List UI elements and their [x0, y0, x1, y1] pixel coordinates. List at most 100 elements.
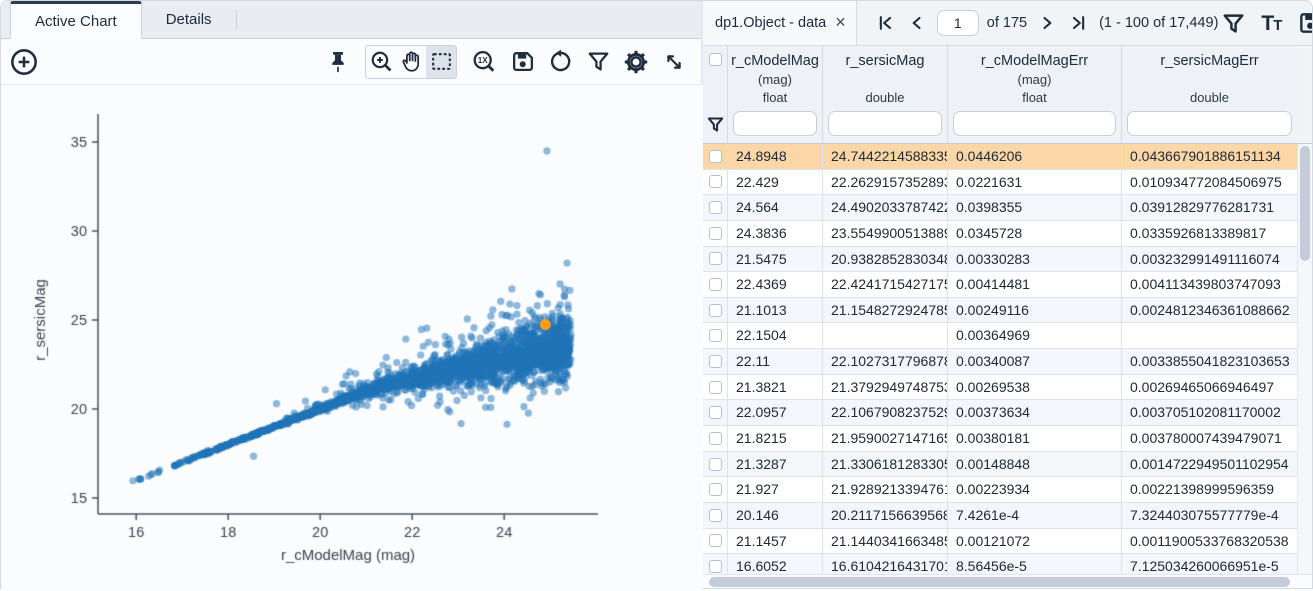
- last-page-icon[interactable]: [1067, 10, 1091, 36]
- chart-mode-group: [365, 44, 457, 79]
- row-checkbox[interactable]: [708, 406, 722, 420]
- row-checkbox-cell: [703, 374, 728, 400]
- chart-settings-gear-icon[interactable]: [621, 46, 651, 78]
- table-cell: 22.102731779687815: [823, 349, 948, 374]
- row-checkbox[interactable]: [708, 483, 722, 497]
- row-checkbox[interactable]: [708, 431, 722, 445]
- close-icon[interactable]: ×: [835, 12, 846, 32]
- pan-hand-icon[interactable]: [396, 46, 426, 78]
- save-chart-icon[interactable]: [507, 46, 537, 78]
- restore-zoom-icon[interactable]: [545, 46, 575, 78]
- tab-details[interactable]: Details: [142, 1, 236, 38]
- next-page-icon[interactable]: [1035, 10, 1059, 36]
- table-row[interactable]: 21.1457 21.14403416634852 0.00121072 0.0011…: [703, 528, 1297, 555]
- row-checkbox[interactable]: [708, 149, 722, 163]
- horizontal-scrollbar-thumb[interactable]: [709, 577, 1290, 587]
- table-cell: 0.043667901886151134: [1130, 148, 1281, 164]
- table-cell: 24.49020337874221: [823, 195, 948, 220]
- row-checkbox[interactable]: [708, 201, 722, 215]
- row-checkbox[interactable]: [708, 380, 722, 394]
- table-cell: 22.1504: [728, 323, 823, 349]
- table-row[interactable]: 21.8215 21.95900271471659 0.00380181 0.0037…: [703, 426, 1297, 452]
- first-page-icon[interactable]: [873, 10, 897, 36]
- scatter-canvas[interactable]: [1, 85, 703, 591]
- column-header-r_cModelMagErr[interactable]: r_cModelMagErr (mag) float: [948, 46, 1122, 143]
- column-filter-input[interactable]: [733, 111, 817, 136]
- row-checkbox[interactable]: [708, 252, 722, 266]
- row-checkbox[interactable]: [708, 226, 722, 240]
- tab-active-chart[interactable]: Active Chart: [10, 1, 142, 39]
- table-cell: 21.33061812833052: [823, 451, 948, 477]
- table-cell: 0.00249116: [948, 297, 1122, 323]
- table-row[interactable]: 22.0957 22.10679082375293 0.00373634 0.0037…: [703, 400, 1297, 427]
- column-filter-input[interactable]: [953, 111, 1116, 136]
- row-checkbox[interactable]: [708, 278, 722, 292]
- row-checkbox[interactable]: [708, 303, 722, 317]
- expand-chart-icon[interactable]: [659, 46, 689, 78]
- row-checkbox[interactable]: [708, 534, 722, 548]
- zoom-in-icon[interactable]: [366, 46, 396, 78]
- prev-page-icon[interactable]: [905, 10, 929, 36]
- row-checkbox[interactable]: [708, 329, 722, 343]
- vertical-scrollbar[interactable]: [1297, 144, 1312, 574]
- table-cell: 22.429: [728, 169, 823, 195]
- box-select-icon[interactable]: [426, 45, 456, 78]
- table-cell: 0.00373634: [948, 400, 1122, 426]
- save-table-icon[interactable]: [1295, 7, 1312, 39]
- table-cell: 0.00414481: [948, 272, 1122, 297]
- column-type: double: [1189, 90, 1230, 105]
- row-checkbox-cell: [703, 502, 728, 528]
- filter-chart-icon[interactable]: [583, 46, 613, 78]
- table-cell: 0.00223934: [948, 477, 1122, 502]
- table-tab[interactable]: dp1.Object - data ×: [703, 1, 857, 45]
- table-row[interactable]: 21.3287 21.33061812833052 0.00148848 0.0014…: [703, 451, 1297, 478]
- table-row[interactable]: 22.1504 0.00364969: [703, 323, 1297, 350]
- table-row[interactable]: 24.8948 24.74422145883356 0.0446206 0.04366…: [703, 144, 1297, 170]
- table-cell: 21.379294974875354: [823, 374, 948, 400]
- column-header-r_sersicMag[interactable]: r_sersicMag double: [823, 46, 948, 143]
- filter-table-icon[interactable]: [1218, 7, 1248, 39]
- row-checkbox[interactable]: [708, 508, 722, 522]
- table-cell: 0.0024812346361088662: [1130, 301, 1290, 318]
- column-header-r_cModelMag[interactable]: r_cModelMag (mag) float: [728, 46, 823, 143]
- scatter-plot[interactable]: [1, 85, 703, 591]
- page-input[interactable]: [936, 10, 979, 36]
- table-cell: 8.56456e-5: [948, 554, 1122, 574]
- vertical-scrollbar-thumb[interactable]: [1300, 146, 1310, 261]
- table-row[interactable]: 21.1013 21.15482729247855 0.00249116 0.0024…: [703, 297, 1297, 324]
- row-checkbox[interactable]: [708, 457, 722, 471]
- select-all-checkbox[interactable]: [708, 53, 722, 66]
- chart-tools: 1X: [323, 44, 689, 79]
- add-chart-icon[interactable]: [9, 46, 39, 78]
- row-checkbox[interactable]: [708, 560, 722, 574]
- horizontal-scrollbar[interactable]: [703, 574, 1312, 588]
- table-row[interactable]: 24.564 24.49020337874221 0.0398355 0.039128…: [703, 195, 1297, 221]
- text-options-small-t: T: [1273, 16, 1283, 34]
- column-name: r_sersicMagErr: [1160, 53, 1259, 69]
- table-cell: 21.928921339476148: [823, 477, 948, 502]
- column-filter-input[interactable]: [828, 111, 942, 136]
- column-filter-input[interactable]: [1127, 111, 1292, 136]
- pagination: of 175 (1 - 100 of 17,449): [873, 10, 1218, 36]
- table-cell: 0.0398355: [948, 195, 1122, 220]
- filter-row-icon[interactable]: [706, 115, 725, 134]
- table-cell: 21.3821: [728, 374, 823, 400]
- zoom-reset-1x-icon[interactable]: 1X: [469, 46, 499, 78]
- row-checkbox[interactable]: [708, 354, 722, 368]
- pin-icon[interactable]: [323, 46, 353, 78]
- table-cell: 0.003232991491116074: [1130, 250, 1280, 267]
- table-cell: 0.0014722949501102954: [1130, 455, 1289, 472]
- row-checkbox[interactable]: [708, 175, 722, 189]
- table-cell: 0.0033855041823103653: [1130, 353, 1290, 370]
